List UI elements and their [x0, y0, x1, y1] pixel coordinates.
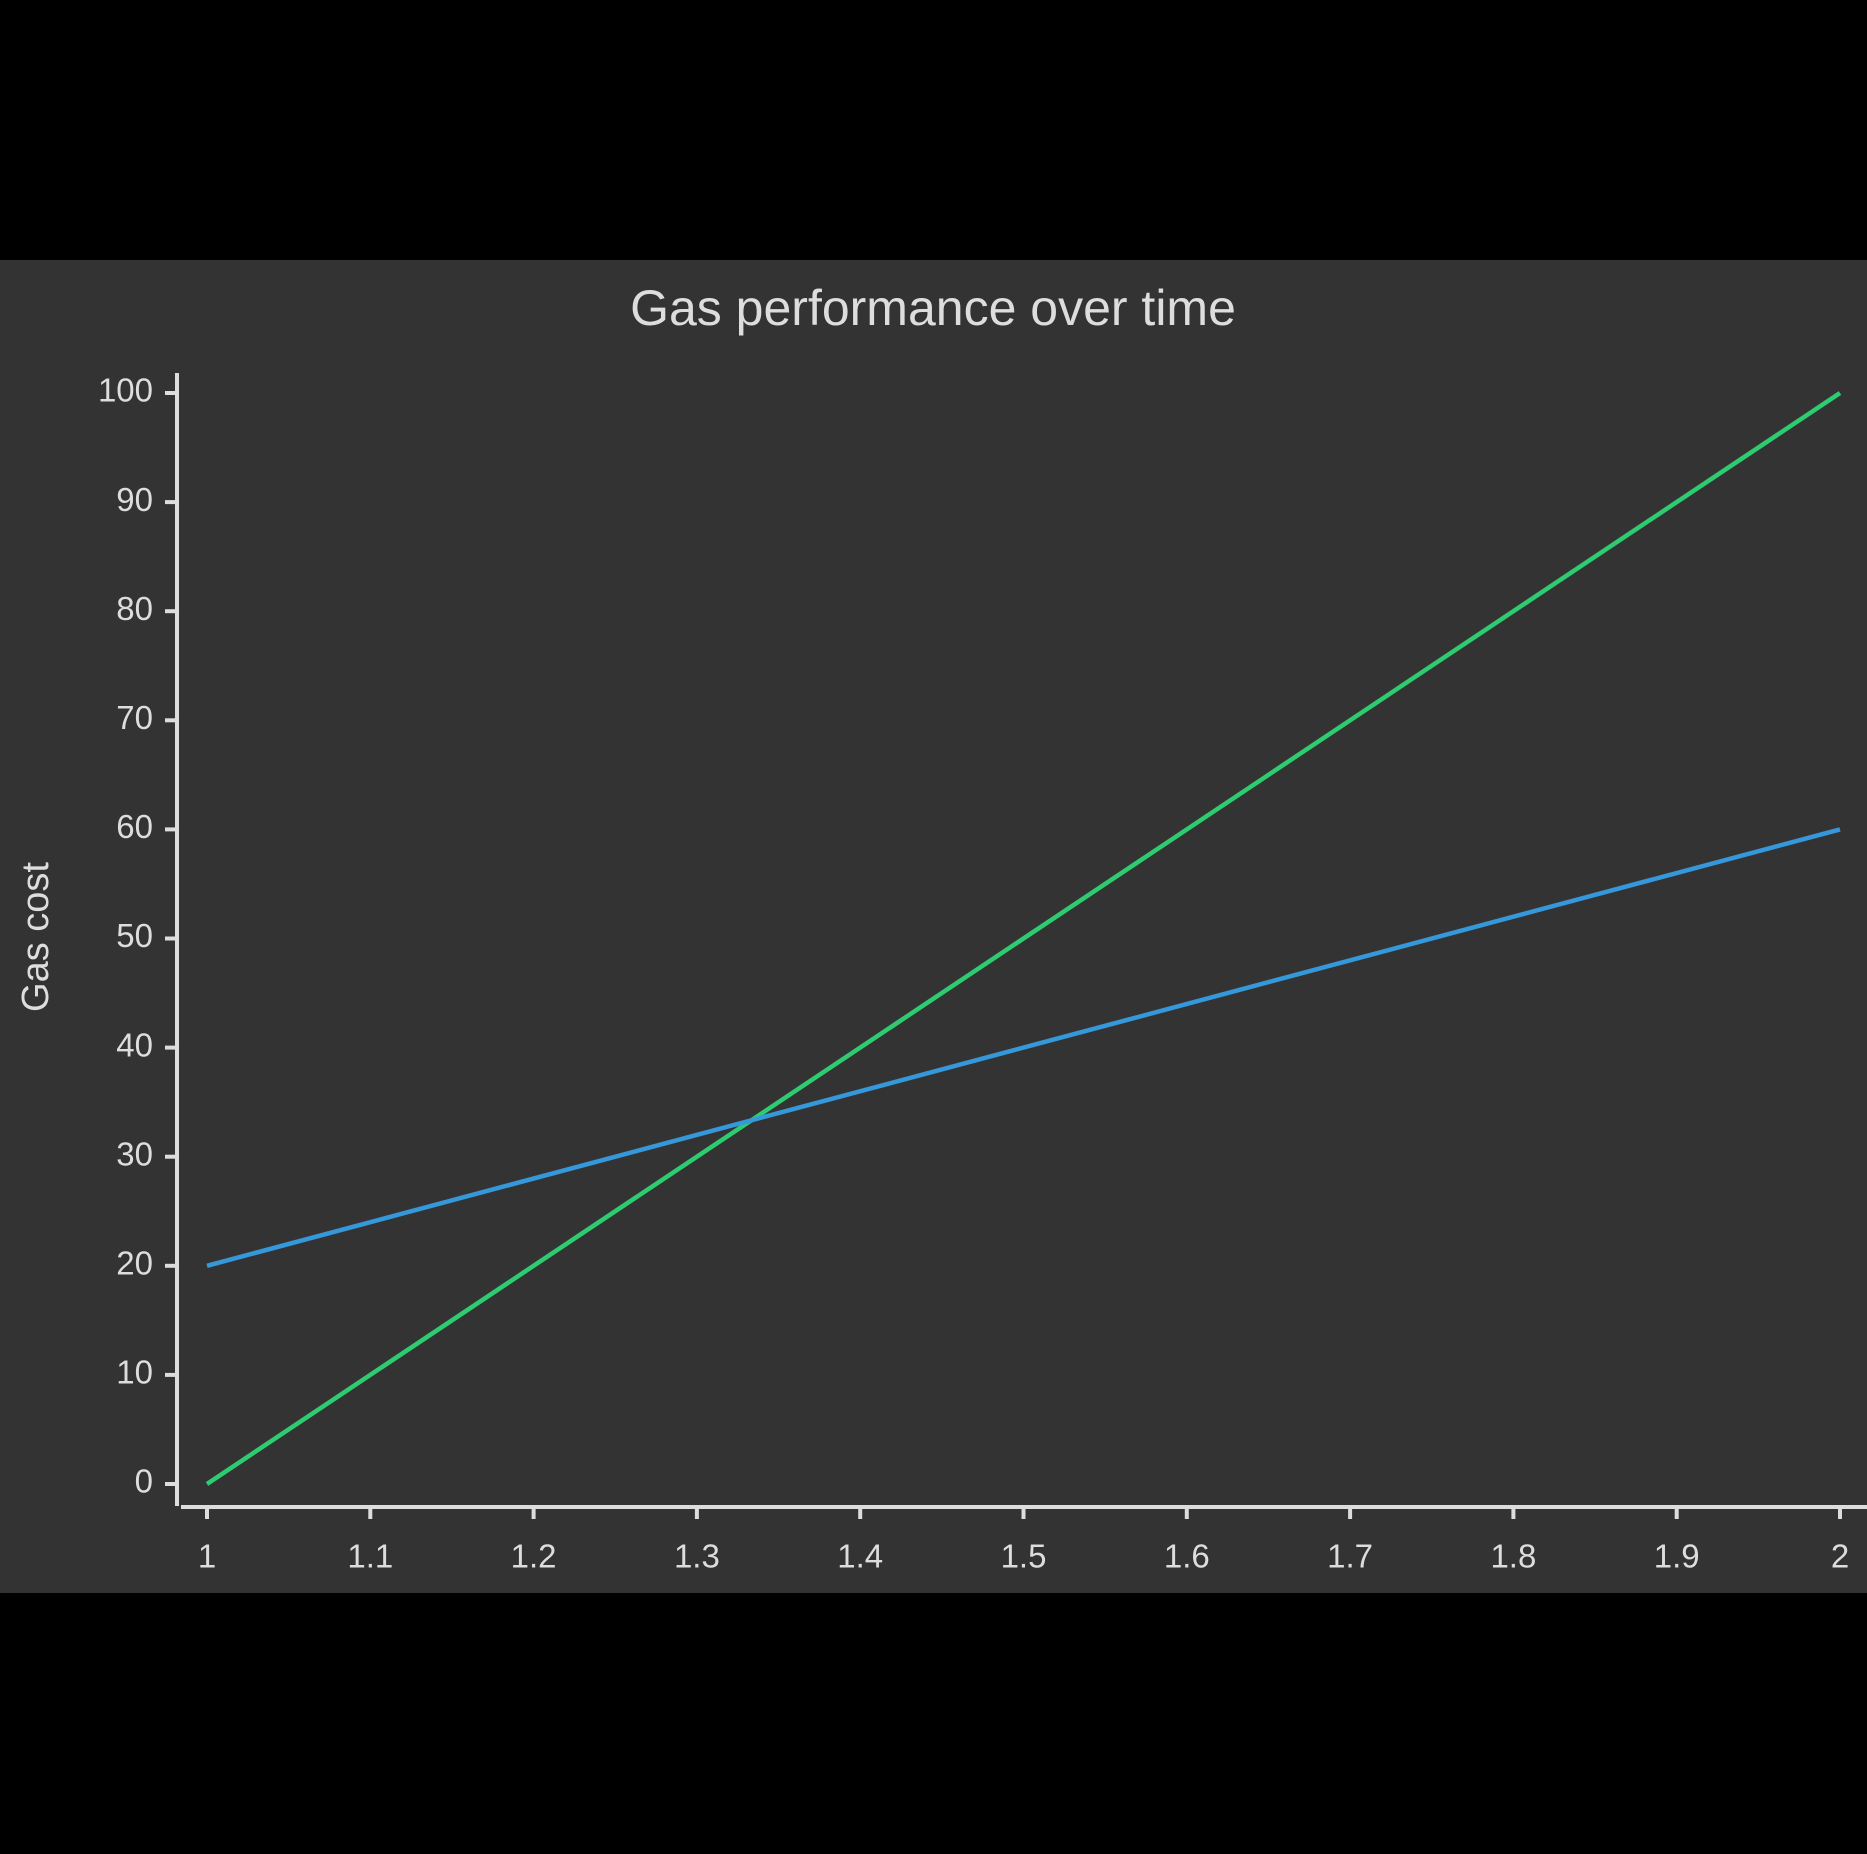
- y-tick-label: 60: [116, 808, 153, 845]
- y-tick-label: 80: [116, 590, 153, 627]
- x-tick-label: 1: [198, 1538, 216, 1575]
- y-tick-label: 70: [116, 699, 153, 736]
- x-tick-label: 1.3: [674, 1538, 720, 1575]
- y-tick-label: 0: [135, 1463, 153, 1500]
- chart-title: Gas performance over time: [630, 280, 1236, 336]
- chart-panel: [0, 260, 1867, 1593]
- x-tick-label: 1.2: [511, 1538, 557, 1575]
- x-tick-label: 1.6: [1164, 1538, 1210, 1575]
- y-tick-label: 100: [98, 372, 153, 409]
- x-tick-label: 1.5: [1001, 1538, 1047, 1575]
- y-axis-label: Gas cost: [15, 862, 57, 1012]
- x-tick-label: 1.4: [837, 1538, 883, 1575]
- x-tick-label: 1.1: [347, 1538, 393, 1575]
- x-tick-label: 1.9: [1654, 1538, 1700, 1575]
- y-tick-label: 40: [116, 1026, 153, 1063]
- series-line: [206, 827, 1841, 1268]
- series-line: [205, 391, 1842, 1486]
- y-tick-label: 50: [116, 917, 153, 954]
- y-tick-label: 90: [116, 481, 153, 518]
- y-tick-label: 20: [116, 1245, 153, 1282]
- x-tick-label: 1.7: [1327, 1538, 1373, 1575]
- y-tick-label: 10: [116, 1354, 153, 1391]
- x-tick-label: 2: [1831, 1538, 1849, 1575]
- y-tick-label: 30: [116, 1135, 153, 1172]
- x-tick-label: 1.8: [1490, 1538, 1536, 1575]
